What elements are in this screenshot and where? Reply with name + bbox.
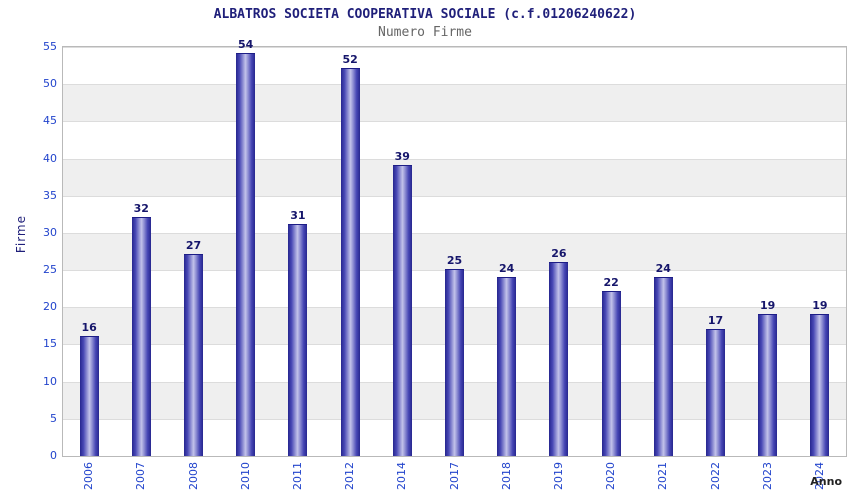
value-label: 19 bbox=[760, 298, 776, 312]
bar-2019 bbox=[549, 261, 569, 456]
y-tick-label: 5 bbox=[50, 411, 57, 425]
x-tick-label: 2022 bbox=[708, 462, 722, 490]
y-tick-label: 10 bbox=[43, 374, 57, 388]
x-tick-label: 2007 bbox=[134, 462, 148, 490]
plot-band bbox=[63, 196, 846, 233]
x-tick-label: 2012 bbox=[343, 462, 357, 490]
y-tick-label: 15 bbox=[43, 337, 57, 351]
bar-2022 bbox=[706, 328, 725, 456]
x-tick-label: 2020 bbox=[604, 462, 618, 490]
value-label: 54 bbox=[238, 38, 254, 52]
bar-2011 bbox=[288, 224, 308, 456]
x-tick-label: 2006 bbox=[82, 462, 96, 490]
y-tick-label: 55 bbox=[43, 40, 57, 53]
x-tick-label: 2017 bbox=[447, 462, 461, 490]
y-tick-label: 40 bbox=[43, 151, 57, 165]
x-tick-label: 2008 bbox=[186, 462, 200, 490]
gridline bbox=[63, 47, 846, 48]
gridline bbox=[63, 121, 846, 123]
plot-band bbox=[63, 47, 846, 84]
bar-2023 bbox=[758, 313, 778, 456]
bar-2010 bbox=[236, 53, 256, 456]
x-tick-label: 2010 bbox=[238, 462, 252, 490]
y-tick-label: 0 bbox=[50, 449, 57, 462]
x-tick-label: 2018 bbox=[499, 462, 513, 490]
value-label: 16 bbox=[81, 321, 97, 335]
gridline bbox=[63, 84, 846, 86]
gridline bbox=[63, 158, 846, 160]
bar-2012 bbox=[340, 68, 360, 456]
gridline bbox=[63, 195, 846, 197]
value-label: 27 bbox=[185, 239, 202, 253]
bar-2021 bbox=[653, 276, 673, 456]
y-tick-label: 45 bbox=[43, 114, 57, 128]
y-tick-label: 20 bbox=[43, 300, 57, 314]
bar-2024 bbox=[810, 313, 830, 456]
plot-band bbox=[63, 158, 846, 196]
value-label: 22 bbox=[603, 276, 619, 290]
value-label: 39 bbox=[394, 149, 410, 163]
value-label: 32 bbox=[133, 202, 149, 216]
value-label: 24 bbox=[499, 261, 515, 275]
bar-2014 bbox=[392, 164, 412, 456]
value-label: 52 bbox=[342, 53, 358, 67]
plot-band bbox=[63, 84, 846, 122]
y-tick-label: 35 bbox=[43, 188, 57, 202]
bar-2006 bbox=[79, 336, 99, 456]
bar-2007 bbox=[131, 217, 151, 456]
plot-band bbox=[63, 121, 846, 158]
x-tick-label: 2023 bbox=[760, 462, 774, 490]
chart-title: ALBATROS SOCIETA COOPERATIVA SOCIALE (c.… bbox=[213, 7, 637, 22]
bar-2017 bbox=[445, 269, 464, 456]
value-label: 24 bbox=[655, 261, 671, 275]
y-tick-label: 25 bbox=[43, 263, 57, 277]
x-tick-label: 2014 bbox=[395, 462, 409, 490]
x-tick-label: 2021 bbox=[656, 462, 670, 490]
value-label: 26 bbox=[551, 246, 567, 260]
x-tick-label: 2019 bbox=[551, 462, 565, 490]
bar-2008 bbox=[184, 254, 203, 456]
bar-2018 bbox=[497, 276, 517, 456]
y-tick-label: 30 bbox=[43, 225, 57, 239]
value-label: 19 bbox=[812, 298, 828, 312]
value-label: 25 bbox=[446, 254, 463, 268]
chart-subtitle: Numero Firme bbox=[378, 25, 472, 40]
value-label: 31 bbox=[290, 209, 306, 223]
gridline bbox=[63, 232, 846, 234]
y-tick-label: 50 bbox=[43, 77, 57, 91]
value-label: 17 bbox=[707, 313, 724, 327]
x-axis-title: Anno bbox=[810, 475, 842, 488]
bar-2020 bbox=[601, 291, 621, 456]
x-tick-label: 2011 bbox=[290, 462, 304, 490]
plot-area: 0 5 10 15 20 25 30 35 40 45 50 55 16 2006 32 2007 27 2008… bbox=[43, 38, 847, 490]
